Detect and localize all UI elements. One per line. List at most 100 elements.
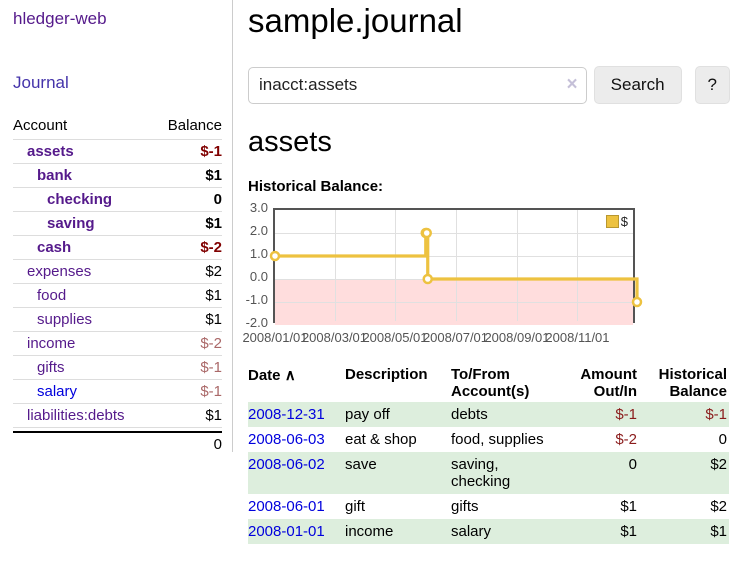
nav: Journal [13,73,222,93]
register-row[interactable]: 2008-01-01 income salary $1 $1 [248,519,729,544]
account-balance: 0 [213,191,222,208]
account-link[interactable]: saving [47,215,95,232]
register-date-cell: 2008-06-03 [248,427,345,452]
account-link[interactable]: income [27,335,76,352]
register-date-cell: 2008-12-31 [248,402,345,427]
y-axis-tick-label: 2.0 [249,223,268,238]
register-header-amount: Amount Out/In [580,366,637,400]
gridline-vertical [455,210,457,321]
register-amount-cell: $-1 [615,406,637,423]
account-row: cash $-2 [13,235,222,260]
register-accounts-cell: gifts [451,498,479,515]
register-amount-cell: $-2 [615,431,637,448]
account-name-cell: income [13,332,154,356]
account-link[interactable]: bank [37,167,73,184]
account-link[interactable]: salary [37,383,78,400]
search-button[interactable]: Search [593,66,682,104]
nav-journal-link[interactable]: Journal [13,73,69,92]
register-row[interactable]: 2008-06-03 eat & shop food, supplies $-2 0 [248,427,729,452]
register-header-description: Description [345,366,428,383]
account-row: salary $-1 [13,379,222,404]
search-input[interactable] [248,66,587,104]
account-name-cell: expenses [13,260,154,284]
register-header-date[interactable]: Date [248,367,281,384]
account-link[interactable]: assets [27,143,74,160]
register-header-row: Date ∧ Description To/From Account(s) Am… [248,364,729,402]
register-accounts-cell: salary [451,523,492,540]
register-description-cell: income [345,523,394,540]
register-accounts-cell: saving, checking [451,456,511,490]
register-balance-cell: $2 [710,456,727,473]
account-row: saving $1 [13,211,222,236]
register-amount-cell: $1 [620,498,637,515]
transaction-date-link[interactable]: 2008-06-02 [248,456,325,473]
help-button[interactable]: ? [694,66,730,104]
account-link[interactable]: expenses [27,263,92,280]
sort-asc-icon[interactable]: ∧ [284,367,296,384]
register-accounts-cell: debts [451,406,488,423]
accounts-total-empty [13,430,154,456]
account-balance: $-1 [200,383,222,400]
y-axis-tick-label: -1.0 [245,292,268,307]
register-balance-cell: 0 [718,431,727,448]
legend-swatch-icon [605,215,619,228]
chart-plot-area[interactable]: $ [269,208,643,325]
account-balance: $1 [205,287,222,304]
gridline-horizontal [275,233,633,234]
account-row: gifts $-1 [13,355,222,380]
x-axis-tick-label: 2008/05/01 [362,330,428,345]
y-axis-tick-label: -2.0 [245,315,268,330]
clear-search-icon[interactable]: × [566,73,578,95]
x-axis-tick-label: 2008/07/01 [422,330,489,345]
y-axis-tick-label: 3.0 [249,200,268,215]
accounts-header-balance: Balance [167,117,222,134]
register-row[interactable]: 2008-12-31 pay off debts $-1 $-1 [248,402,729,427]
account-balance: $1 [205,215,222,232]
gridline-vertical [334,210,336,321]
account-link[interactable]: food [37,287,67,304]
account-link[interactable]: liabilities:debts [27,407,125,424]
account-row: assets $-1 [13,139,222,164]
register-balance-cell: $-1 [705,406,727,423]
accounts-header-account: Account [13,117,68,134]
register-row[interactable]: 2008-06-01 gift gifts $1 $2 [248,494,729,519]
balance-chart[interactable]: $ 3.0 2.0 1.0 0.0 -1.0 -2.0 2008/01/01 2008/03… [242,200,730,349]
transaction-date-link[interactable]: 2008-06-03 [248,431,325,448]
account-name-cell: liabilities:debts [13,404,154,428]
transaction-date-link[interactable]: 2008-12-31 [248,406,325,423]
legend-label: $ [620,214,628,229]
account-row: bank $1 [13,163,222,188]
account-link[interactable]: supplies [37,311,93,328]
transaction-date-link[interactable]: 2008-01-01 [248,523,325,540]
account-link[interactable]: checking [47,191,113,208]
chart-legend: $ [605,214,628,229]
account-balance: $-1 [200,359,222,376]
gridline-horizontal [275,302,633,303]
account-link[interactable]: gifts [37,359,65,376]
register-balance-cell: $1 [710,523,727,540]
transaction-date-link[interactable]: 2008-06-01 [248,498,325,515]
account-name-cell: bank [13,164,154,188]
y-axis-tick-label: 0.0 [249,269,268,284]
account-heading: assets [248,126,332,158]
account-row: checking 0 [13,187,222,212]
register-row[interactable]: 2008-06-02 save saving, checking 0 $2 [248,452,729,494]
account-name-cell: food [13,284,154,308]
register-description-cell: pay off [345,406,390,423]
account-row: liabilities:debts $1 [13,403,222,428]
brand-link[interactable]: hledger-web [13,9,107,28]
account-row: food $1 [13,283,222,308]
register-date-cell: 2008-01-01 [248,519,345,544]
account-row: supplies $1 [13,307,222,332]
gridline-horizontal [275,256,633,257]
account-name-cell: checking [13,188,154,212]
account-link[interactable]: cash [37,239,72,256]
account-name-cell: assets [13,140,154,164]
x-axis-tick-label: 2008/01/01 [242,330,308,345]
account-name-cell: supplies [13,308,154,332]
register-description-cell: eat & shop [345,431,417,448]
data-point-marker [631,296,643,308]
brand: hledger-web [13,9,222,29]
account-name-cell: cash [13,236,154,260]
register-accounts-cell: food, supplies [451,431,544,448]
